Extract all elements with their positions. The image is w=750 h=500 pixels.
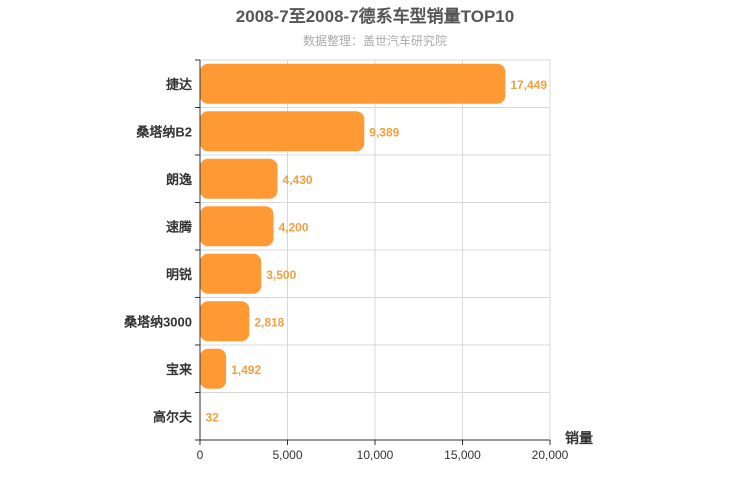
x-axis-title: 销量 (565, 430, 593, 446)
value-label: 4,200 (279, 220, 309, 234)
value-label: 17,449 (510, 78, 547, 92)
category-label: 速腾 (166, 219, 193, 234)
bars (200, 63, 506, 437)
category-label: 捷达 (166, 77, 192, 92)
category-label: 桑塔纳B2 (135, 124, 192, 139)
chart-subtitle: 数据整理：盖世汽车研究院 (303, 33, 447, 48)
bar-6 (200, 348, 227, 389)
value-label: 2,818 (254, 315, 284, 329)
category-label: 桑塔纳3000 (123, 314, 192, 329)
value-label: 32 (206, 410, 220, 424)
category-label: 明锐 (166, 267, 192, 282)
bar-3 (200, 206, 274, 247)
category-label: 宝来 (166, 362, 193, 377)
bar-2 (200, 158, 278, 199)
bar-5 (200, 301, 250, 342)
x-axis-ticks: 0 5,000 10,000 15,000 20,000 (195, 59, 569, 462)
x-tick-label: 10,000 (357, 448, 394, 462)
value-label: 3,500 (266, 268, 296, 282)
gridlines (200, 59, 551, 441)
value-label: 1,492 (231, 363, 261, 377)
x-tick-label: 5,000 (272, 448, 302, 462)
value-label: 4,430 (283, 173, 313, 187)
category-label: 朗逸 (166, 172, 192, 187)
value-labels: 17,449 9,389 4,430 4,200 3,500 2,818 1,492 32 (206, 78, 548, 425)
value-label: 9,389 (369, 125, 399, 139)
x-tick-label: 20,000 (532, 448, 569, 462)
x-tick-label: 0 (197, 448, 204, 462)
x-tick-label: 15,000 (444, 448, 481, 462)
bar-4 (200, 253, 262, 294)
category-label: 高尔夫 (153, 409, 193, 424)
bar-0 (200, 63, 506, 104)
chart-title: 2008-7至2008-7德系车型销量TOP10 (236, 6, 514, 26)
bar-1 (200, 111, 365, 152)
